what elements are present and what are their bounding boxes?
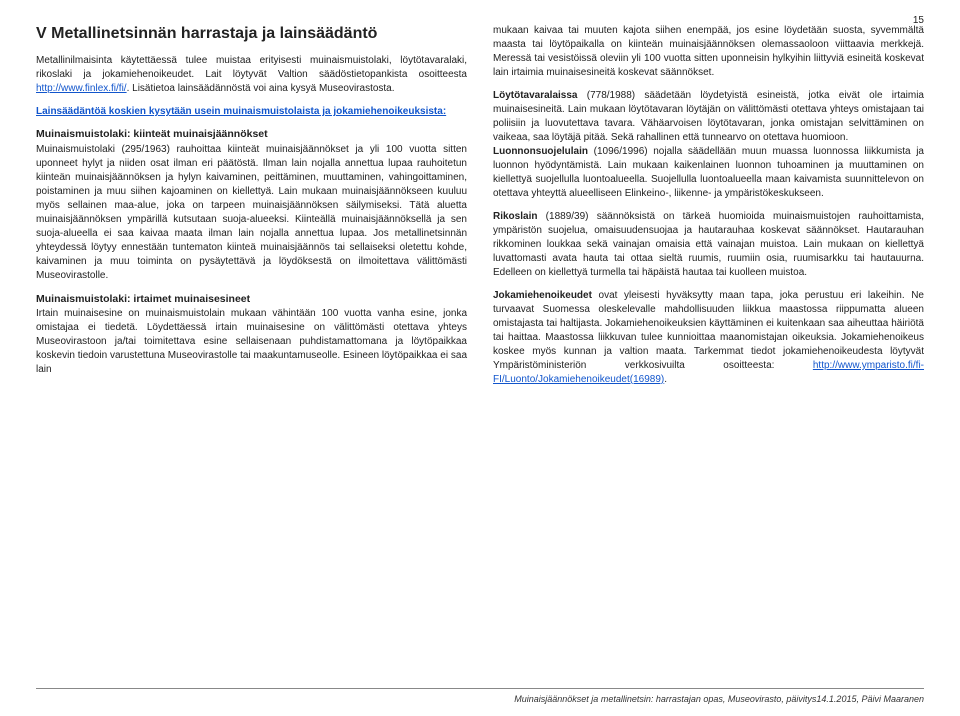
period: .	[664, 374, 667, 385]
rikoslaki-lead: Rikoslain	[493, 211, 537, 222]
heading-kiinteat: Muinaismuistolaki: kiinteät muinaisjäänn…	[36, 127, 467, 142]
luonnonsuojelu-lead: Luonnonsuojelulain	[493, 146, 588, 157]
loytotavara-lead: Löytötavaralaissa	[493, 90, 578, 101]
left-column: V Metallinetsinnän harrastaja ja lainsää…	[36, 24, 467, 396]
paragraph-loytotavara: Löytötavaralaissa (778/1988) säädetään l…	[493, 89, 924, 201]
intro-paragraph: Metallinilmaisinta käytettäessä tulee mu…	[36, 54, 467, 96]
page-title: V Metallinetsinnän harrastaja ja lainsää…	[36, 24, 467, 44]
paragraph-irtaimet: Irtain muinaisesine on muinaismuistolain…	[36, 307, 467, 377]
page-number: 15	[913, 14, 924, 28]
intro-text-a: Metallinilmaisinta käytettäessä tulee mu…	[36, 55, 467, 80]
paragraph-jokamies: Jokamiehenoikeudet ovat yleisesti hyväks…	[493, 289, 924, 387]
intro-text-b: . Lisätietoa lainsäädännöstä voi aina ky…	[127, 83, 395, 94]
jokamies-lead: Jokamiehenoikeudet	[493, 290, 592, 301]
page-footer: Muinaisjäännökset ja metallinetsin: harr…	[36, 688, 924, 706]
subheading-link: Lainsäädäntöä koskien kysytään usein mui…	[36, 105, 467, 119]
page-body: V Metallinetsinnän harrastaja ja lainsää…	[0, 0, 960, 404]
rikoslaki-body: (1889/39) säännöksistä on tärkeä huomioi…	[493, 211, 924, 278]
paragraph-rikoslaki: Rikoslain (1889/39) säännöksistä on tärk…	[493, 210, 924, 280]
finlex-link[interactable]: http://www.finlex.fi/fi/	[36, 83, 127, 94]
paragraph-kiinteat: Muinaismuistolaki (295/1963) rauhoittaa …	[36, 143, 467, 283]
paragraph-continuation: mukaan kaivaa tai muuten kajota siihen e…	[493, 24, 924, 80]
subheading: Lainsäädäntöä koskien kysytään usein mui…	[36, 106, 446, 117]
right-column: mukaan kaivaa tai muuten kajota siihen e…	[493, 24, 924, 396]
jokamies-body: ovat yleisesti hyväksytty maan tapa, jok…	[493, 290, 924, 371]
heading-irtaimet: Muinaismuistolaki: irtaimet muinaisesine…	[36, 292, 467, 307]
